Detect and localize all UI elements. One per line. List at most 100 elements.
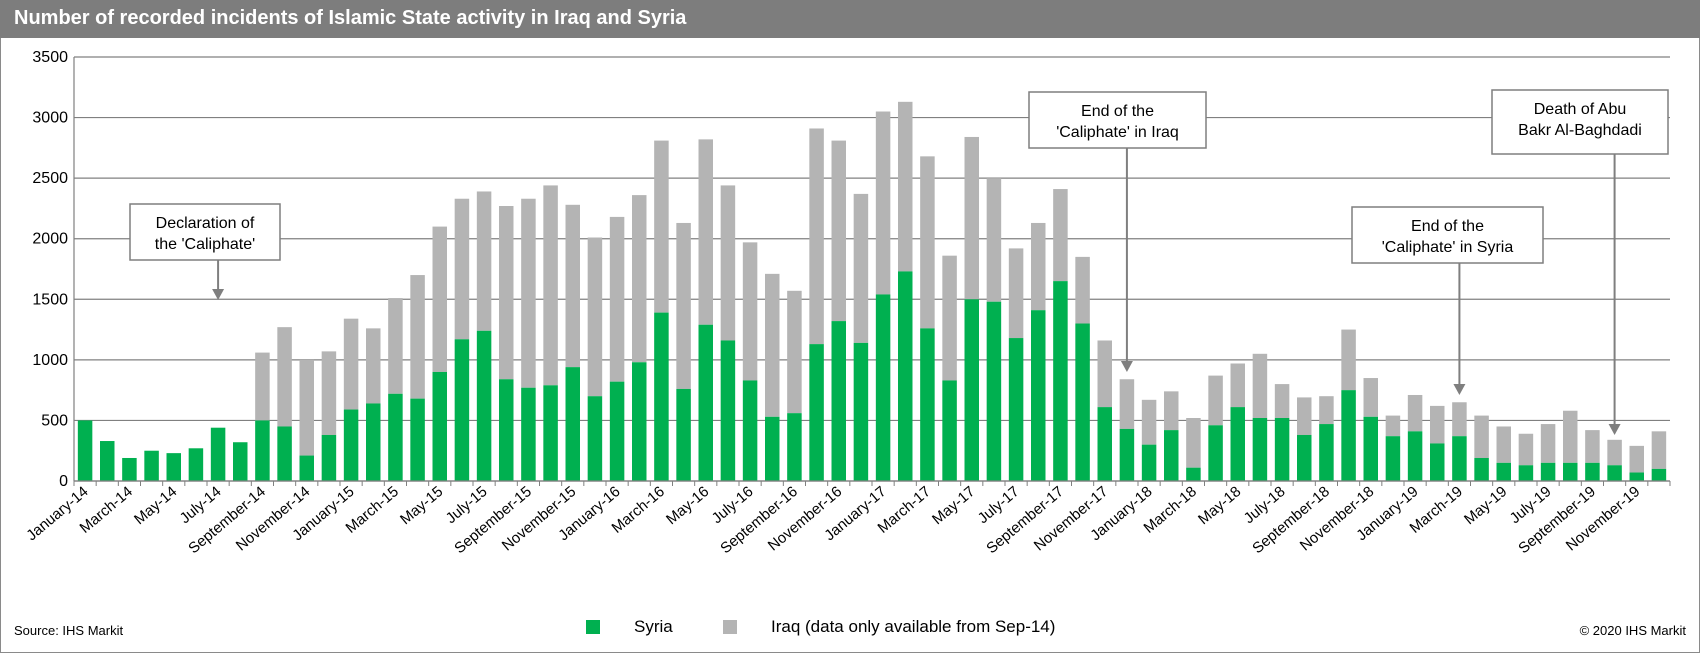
bar-syria [1496,462,1511,481]
bar-syria [920,328,935,481]
bar-syria [277,426,292,481]
bar-syria [1563,462,1578,481]
legend-label-syria: Syria [634,617,673,636]
bar-iraq [277,327,292,427]
bar-syria [366,403,381,481]
annotation-box [1028,91,1207,149]
bar-iraq [410,275,425,399]
annotation-box [1351,206,1544,264]
bar-iraq [499,206,514,380]
bar-syria [1540,462,1556,481]
annotation-arrowhead [1453,384,1466,395]
y-tick-label: 1000 [32,352,68,369]
bar-iraq [1319,396,1334,425]
source-note: Source: IHS Markit [14,623,124,638]
y-tick-label: 0 [59,473,68,490]
legend-item-syria: Syria [586,617,673,637]
x-tick-label: September-16 [717,483,801,557]
bar-syria [166,453,181,481]
bar-iraq [1385,415,1401,437]
bar-iraq [986,178,1002,302]
bar-iraq [1141,399,1157,445]
bar-iraq [632,195,647,363]
y-tick-label: 3500 [32,49,68,66]
bar-syria [809,344,824,481]
bar-syria [1607,465,1622,481]
bar-iraq [964,136,979,300]
bar-iraq [787,290,802,414]
annotation-text: 'Caliphate' in Syria [1382,239,1514,256]
bar-iraq [521,198,536,388]
bar-iraq [1252,353,1268,419]
bar-iraq [1164,391,1179,431]
bar-iraq [1341,329,1356,391]
bar-iraq [1496,426,1511,463]
legend-swatch-iraq [723,620,737,634]
bar-syria [321,434,337,481]
bar-syria [77,420,93,481]
bar-syria [1186,467,1201,481]
bar-iraq [609,216,625,382]
bar-iraq [831,140,846,322]
annotation-arrowhead [212,289,225,300]
bar-iraq [853,193,869,343]
bar-iraq [742,242,758,381]
bar-syria [1474,457,1489,481]
x-tick-label: May-16 [663,483,712,528]
bar-iraq [1297,397,1312,435]
bar-iraq [565,204,580,368]
x-tick-label: May-17 [929,483,978,528]
bar-iraq [1208,375,1223,426]
bar-syria [1164,430,1179,481]
title-bar: Number of recorded incidents of Islamic … [0,0,1700,38]
bar-iraq [1474,415,1489,458]
bar-iraq [1186,418,1201,468]
bar-iraq [321,351,337,435]
bar-iraq [587,237,603,397]
bar-iraq [898,101,913,272]
bar-syria [1274,418,1290,481]
bar-syria [1008,338,1024,481]
bar-syria [543,385,558,481]
bar-syria [1053,281,1068,481]
x-tick-label: September-15 [451,483,535,557]
bar-iraq [1097,340,1112,408]
bar-syria [1651,468,1667,481]
bar-syria [587,396,603,481]
annotation-box [1491,89,1669,155]
annotation-arrowhead [1608,424,1621,435]
bar-iraq [1407,394,1423,432]
legend-label-iraq: Iraq (data only available from Sep-14) [771,617,1056,636]
bar-iraq [543,185,558,386]
bar-syria [1341,390,1356,481]
x-tick-label: May-14 [131,483,180,528]
bar-syria [742,380,758,481]
x-tick-label: January-14 [23,483,91,544]
x-tick-label: May-18 [1195,483,1244,528]
bar-iraq [255,352,270,421]
bar-iraq [1031,222,1046,311]
bar-iraq [432,226,447,372]
bar-syria [1031,310,1046,481]
stacked-bar-chart: 0 500 1000 1500 2000 2500 3000 3500 January-14 Ma… [23,49,1671,557]
bar-iraq [1452,402,1467,437]
annotation-text: the 'Caliphate' [155,236,255,253]
bar-iraq [476,191,492,331]
bar-syria [765,416,780,481]
bar-iraq [1651,431,1667,469]
bar-iraq [454,198,470,340]
annotation-text: Death of Abu [1534,101,1627,118]
bar-syria [299,455,314,481]
bar-iraq [942,255,957,381]
bar-syria [233,442,248,481]
bar-iraq [1607,439,1622,466]
bar-syria [499,379,514,481]
bar-syria [609,381,625,481]
bar-syria [122,457,137,481]
bar-iraq [676,222,691,389]
bar-iraq [1540,424,1556,463]
bar-syria [1297,434,1312,481]
bar-syria [1385,436,1401,481]
bar-iraq [809,128,824,345]
